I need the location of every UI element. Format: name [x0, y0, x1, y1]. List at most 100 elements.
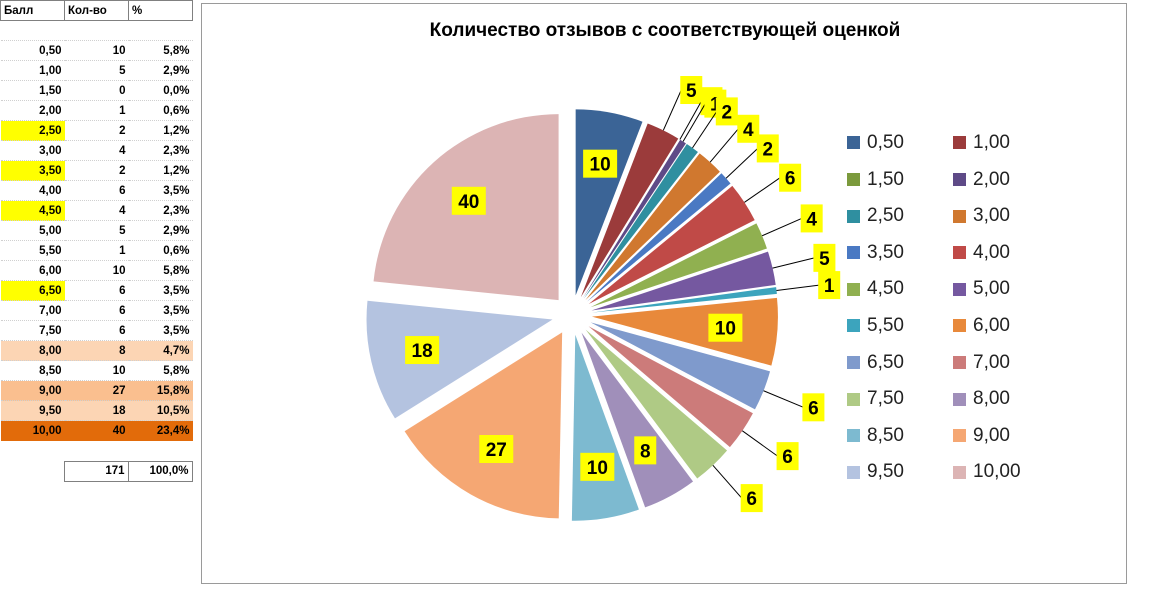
cell-percent[interactable]: 3,5%	[128, 180, 193, 201]
cell-percent[interactable]: 3,5%	[128, 280, 193, 301]
cell-percent[interactable]: 3,5%	[128, 320, 193, 341]
total-count[interactable]: 171	[63, 460, 129, 482]
cell-percent[interactable]: 15,8%	[128, 380, 193, 401]
legend-item[interactable]: 9,50	[847, 461, 904, 483]
chart-area[interactable]: Количество отзывов с соответствующей оце…	[201, 3, 1127, 584]
cell-score[interactable]: 8,00	[0, 340, 65, 361]
legend-item[interactable]: 3,00	[953, 205, 1010, 227]
legend-item[interactable]: 2,50	[847, 205, 904, 227]
cell-count[interactable]: 18	[64, 400, 129, 421]
cell-percent[interactable]: 2,3%	[128, 140, 193, 161]
legend-item[interactable]: 2,00	[953, 169, 1010, 191]
legend-item[interactable]: 6,50	[847, 352, 904, 374]
cell-score[interactable]: 9,00	[0, 380, 65, 401]
cell-percent[interactable]: 5,8%	[128, 260, 193, 281]
cell-count[interactable]: 6	[64, 180, 129, 201]
cell-score[interactable]: 4,00	[0, 180, 65, 201]
pie-slice-3-50[interactable]	[586, 173, 731, 302]
cell-score[interactable]: 5,00	[0, 220, 65, 241]
pie-slice-8-00[interactable]	[581, 332, 694, 508]
cell-percent[interactable]: 1,2%	[128, 160, 193, 181]
legend-item[interactable]: 6,00	[953, 315, 1010, 337]
legend-item[interactable]: 7,00	[953, 352, 1010, 374]
legend-item[interactable]: 3,50	[847, 242, 904, 264]
legend-item[interactable]: 9,00	[953, 425, 1010, 447]
cell-score[interactable]: 8,50	[0, 360, 65, 381]
pie-slice-6-50[interactable]	[590, 322, 771, 410]
cell-percent[interactable]: 1,2%	[128, 120, 193, 141]
cell-score[interactable]: 1,00	[0, 60, 65, 81]
cell-count[interactable]: 1	[64, 240, 129, 261]
cell-score[interactable]: 1,50	[0, 80, 65, 101]
cell-score[interactable]: 4,50	[0, 200, 65, 221]
cell-count[interactable]: 4	[64, 140, 129, 161]
legend-item[interactable]: 5,00	[953, 278, 1010, 300]
pie-slice-5-00[interactable]	[591, 251, 776, 311]
pie-slice-4-00[interactable]	[588, 185, 755, 305]
legend-item[interactable]: 4,00	[953, 242, 1010, 264]
cell-count[interactable]: 6	[64, 320, 129, 341]
cell-percent[interactable]: 0,6%	[128, 100, 193, 121]
pie-slice-2-00[interactable]	[582, 139, 686, 299]
cell-count[interactable]: 10	[64, 260, 129, 281]
cell-score[interactable]: 6,00	[0, 260, 65, 281]
legend-item[interactable]: 5,50	[847, 315, 904, 337]
cell-percent[interactable]: 23,4%	[128, 420, 193, 441]
legend-item[interactable]: 0,50	[847, 132, 904, 154]
legend-item[interactable]: 10,00	[953, 461, 1021, 483]
legend-item[interactable]: 4,50	[847, 278, 904, 300]
cell-count[interactable]: 10	[64, 360, 129, 381]
pie-slice-9-00[interactable]	[404, 332, 563, 519]
cell-count[interactable]: 0	[64, 80, 129, 101]
legend-item[interactable]: 1,00	[953, 132, 1010, 154]
cell-score[interactable]: 0,50	[0, 40, 65, 61]
pie-slice-2-50[interactable]	[583, 144, 698, 299]
cell-count[interactable]: 5	[64, 60, 129, 81]
legend-swatch	[953, 319, 966, 333]
cell-score[interactable]: 5,50	[0, 240, 65, 261]
cell-count[interactable]: 27	[64, 380, 129, 401]
cell-percent[interactable]: 0,6%	[128, 240, 193, 261]
cell-count[interactable]: 2	[64, 120, 129, 141]
cell-score[interactable]: 7,00	[0, 300, 65, 321]
pie-slice-5-50[interactable]	[591, 287, 777, 313]
cell-score[interactable]: 10,00	[0, 420, 65, 441]
cell-percent[interactable]: 2,9%	[128, 220, 193, 241]
cell-percent[interactable]: 5,8%	[128, 40, 193, 61]
pie-slice-7-50[interactable]	[585, 329, 728, 479]
legend-item[interactable]: 8,50	[847, 425, 904, 447]
cell-percent[interactable]: 5,8%	[128, 360, 193, 381]
cell-percent[interactable]: 0,0%	[128, 80, 193, 101]
cell-score[interactable]: 2,50	[0, 120, 65, 141]
cell-count[interactable]: 8	[64, 340, 129, 361]
pie-slice-3-00[interactable]	[585, 153, 720, 301]
pie-slice-1-00[interactable]	[580, 123, 679, 298]
total-percent[interactable]: 100,0%	[127, 460, 193, 482]
cell-percent[interactable]: 2,9%	[128, 60, 193, 81]
legend-item[interactable]: 1,50	[847, 169, 904, 191]
cell-count[interactable]: 10	[64, 40, 129, 61]
pie-slice-9-50[interactable]	[366, 300, 553, 419]
cell-count[interactable]: 5	[64, 220, 129, 241]
cell-percent[interactable]: 4,7%	[128, 340, 193, 361]
cell-score[interactable]: 2,00	[0, 100, 65, 121]
cell-score[interactable]: 6,50	[0, 280, 65, 301]
cell-count[interactable]: 6	[64, 300, 129, 321]
cell-count[interactable]: 2	[64, 160, 129, 181]
cell-count[interactable]: 6	[64, 280, 129, 301]
label-leader-line	[712, 464, 743, 499]
cell-count[interactable]: 4	[64, 200, 129, 221]
cell-percent[interactable]: 3,5%	[128, 300, 193, 321]
cell-score[interactable]: 9,50	[0, 400, 65, 421]
cell-score[interactable]: 7,50	[0, 320, 65, 341]
pie-slice-7-00[interactable]	[588, 326, 753, 448]
cell-percent[interactable]: 10,5%	[128, 400, 193, 421]
legend-item[interactable]: 7,50	[847, 388, 904, 410]
cell-count[interactable]: 40	[64, 420, 129, 441]
cell-percent[interactable]: 2,3%	[128, 200, 193, 221]
cell-score[interactable]: 3,00	[0, 140, 65, 161]
legend-item[interactable]: 8,00	[953, 388, 1010, 410]
cell-score[interactable]: 3,50	[0, 160, 65, 181]
pie-slice-4-50[interactable]	[590, 223, 767, 308]
cell-count[interactable]: 1	[64, 100, 129, 121]
